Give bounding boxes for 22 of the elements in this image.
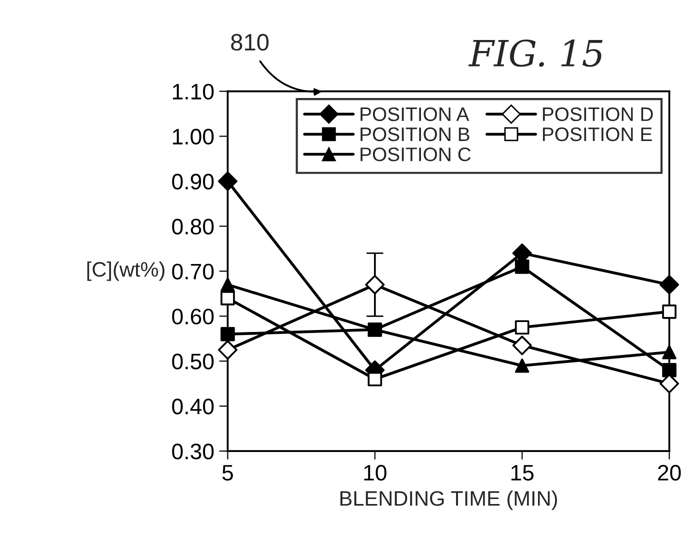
y-tick-label: 0.60 bbox=[172, 308, 214, 324]
legend-label: POSITION D bbox=[542, 107, 653, 122]
x-tick-label: 20 bbox=[658, 464, 681, 481]
x-axis-title: BLENDING TIME (MIN) bbox=[340, 490, 557, 510]
legend-label: POSITION C bbox=[360, 148, 471, 162]
y-tick-label: 0.40 bbox=[172, 398, 214, 414]
y-tick-label: 0.80 bbox=[172, 218, 214, 234]
legend-label: POSITION E bbox=[542, 127, 652, 142]
y-tick-label: 1.10 bbox=[172, 84, 214, 100]
y-axis-title: [C](wt%) bbox=[87, 261, 164, 281]
y-tick-label: 0.30 bbox=[172, 444, 214, 460]
x-tick-label: 15 bbox=[511, 465, 534, 481]
text: 810 bbox=[231, 34, 269, 51]
legend-label: POSITION B bbox=[360, 127, 470, 142]
y-tick-label: 0.90 bbox=[172, 174, 214, 190]
y-tick-label: 0.70 bbox=[172, 264, 214, 280]
y-tick-label: 0.50 bbox=[172, 354, 214, 370]
x-tick-label: 5 bbox=[222, 465, 233, 481]
chart-title: FIG. 15 bbox=[468, 39, 602, 67]
y-tick-label: 1.00 bbox=[172, 128, 214, 145]
legend-label: POSITION A bbox=[360, 107, 470, 122]
x-tick-label: 10 bbox=[364, 464, 386, 481]
